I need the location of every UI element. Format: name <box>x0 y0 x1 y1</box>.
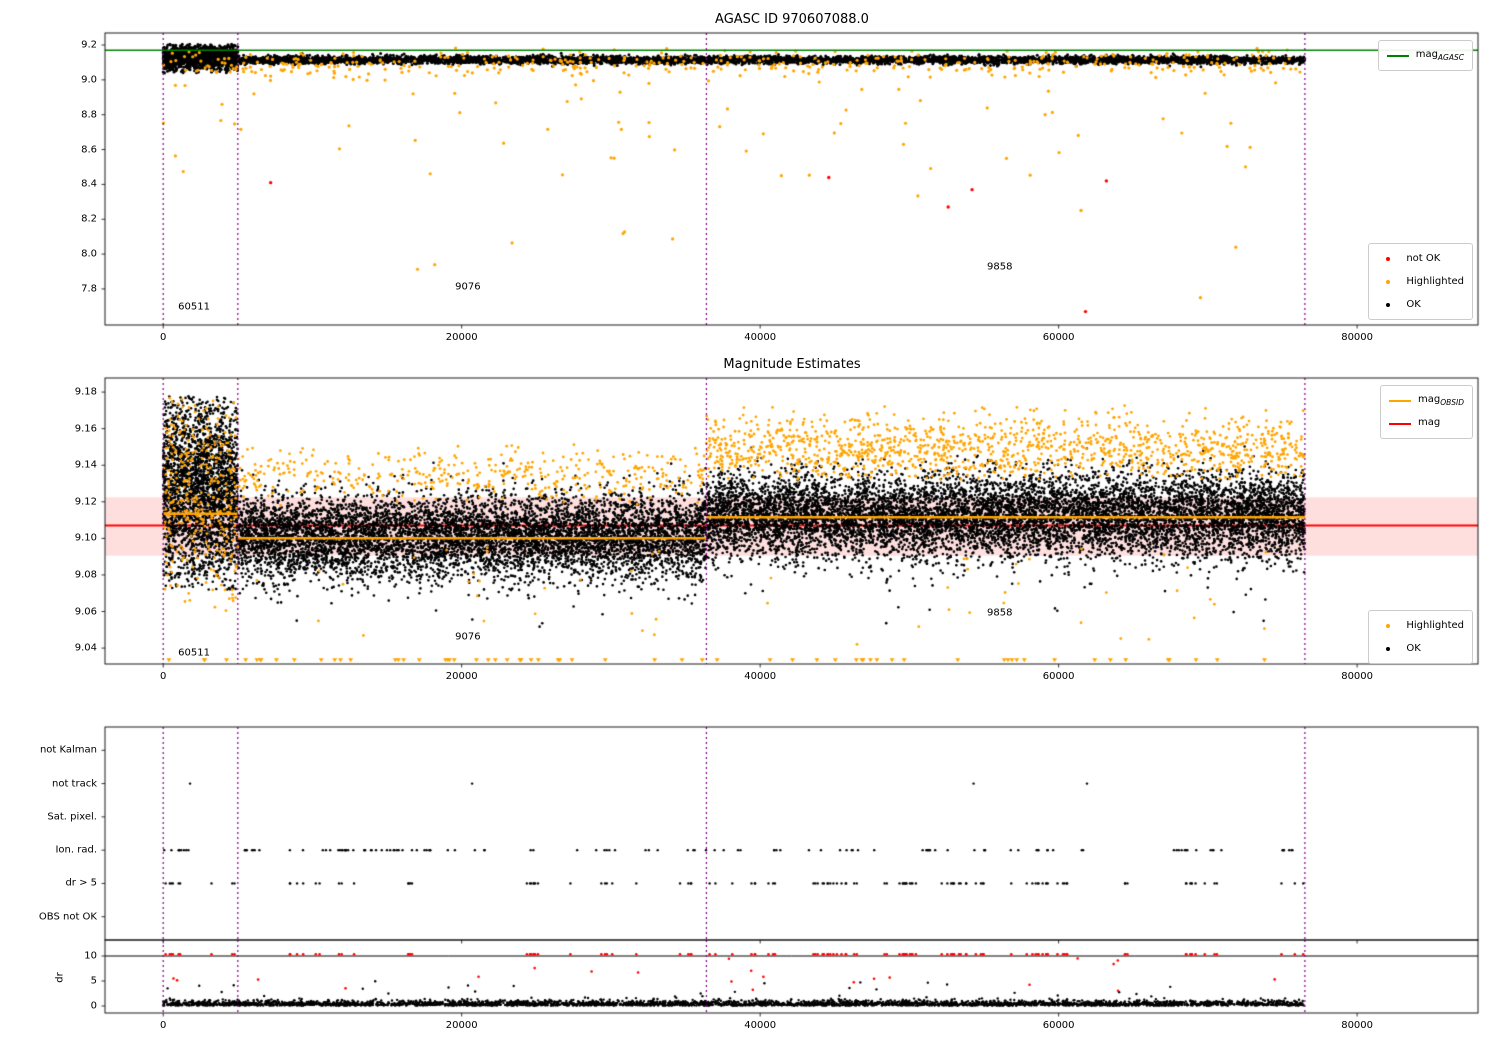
middle-plot-title: Magnitude Estimates <box>723 357 861 372</box>
legend-label-ok-mid: OK <box>1406 643 1421 654</box>
mag-obsid-line-sample <box>1388 399 1411 402</box>
legend-label-mag: mag <box>1417 417 1441 428</box>
legend-label-not-ok: not OK <box>1406 253 1441 264</box>
legend-label-mag-obsid: magOBSID <box>1417 394 1464 407</box>
legend-entry-highlighted-mid: Highlighted <box>1377 614 1464 637</box>
legend-entry-ok-mid: OK <box>1377 637 1464 660</box>
highlighted-dot-sample <box>1386 279 1391 284</box>
legend-label-mag-agasc: magAGASC <box>1415 49 1464 62</box>
ok-dot-sample <box>1386 302 1391 307</box>
legend-mag-agasc: magAGASC <box>1377 40 1473 71</box>
legend-mid-point-types: Highlighted OK <box>1368 610 1473 664</box>
dr-axis-label: dr <box>54 972 66 983</box>
legend-entry-mag-obsid: magOBSID <box>1388 389 1464 412</box>
legend-top-point-types: not OK Highlighted OK <box>1368 243 1473 320</box>
not-ok-dot-sample <box>1386 256 1391 261</box>
legend-entry-mag-agasc: magAGASC <box>1386 44 1464 67</box>
mag-agasc-line-sample <box>1386 54 1409 57</box>
legend-label-highlighted: Highlighted <box>1406 276 1464 287</box>
top-plot-title: AGASC ID 970607088.0 <box>715 12 869 27</box>
legend-mag-lines: magOBSID mag <box>1379 385 1473 439</box>
legend-entry-mag: mag <box>1388 412 1464 435</box>
legend-entry-ok: OK <box>1377 293 1464 316</box>
mag-line-sample <box>1388 422 1411 425</box>
legend-label-ok: OK <box>1406 299 1421 310</box>
legend-entry-highlighted: Highlighted <box>1377 270 1464 293</box>
legend-label-highlighted-mid: Highlighted <box>1406 620 1464 631</box>
highlighted-dot-sample <box>1386 623 1391 628</box>
ok-dot-sample <box>1386 646 1391 651</box>
legend-entry-not-ok: not OK <box>1377 247 1464 270</box>
